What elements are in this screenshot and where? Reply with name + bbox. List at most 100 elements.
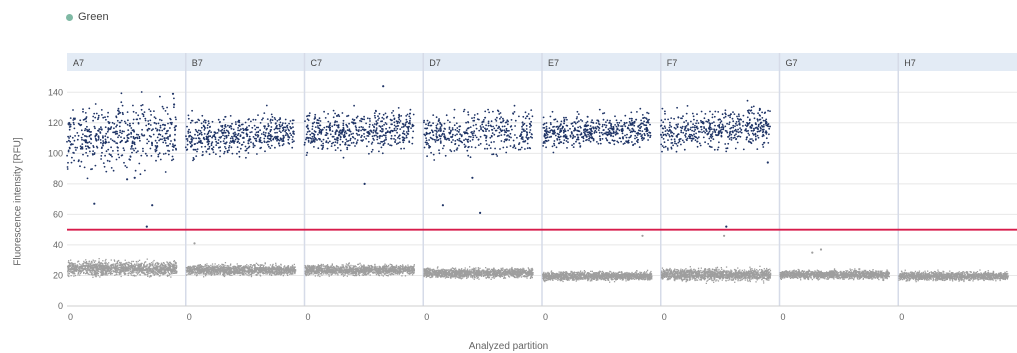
negative-partition-point [95, 271, 97, 274]
negative-partition-point [231, 274, 233, 276]
positive-partition-point [197, 137, 200, 139]
well-label: A7 [73, 58, 84, 68]
negative-partition-point [69, 264, 71, 266]
positive-partition-point [229, 142, 231, 144]
negative-partition-point [105, 272, 107, 274]
negative-partition-point [174, 262, 176, 264]
negative-partition-point [382, 275, 384, 277]
negative-partition-point [74, 268, 77, 270]
negative-partition-point [142, 267, 144, 269]
positive-partition-point [119, 131, 121, 134]
negative-partition-point [145, 266, 147, 268]
positive-partition-point [200, 131, 203, 134]
negative-partition-point [138, 271, 140, 273]
positive-partition-point [110, 138, 112, 140]
well-b7: B7 [184, 53, 297, 306]
negative-partition-point [144, 266, 147, 268]
positive-partition-point [262, 117, 264, 120]
negative-partition-point [156, 273, 158, 276]
negative-partition-point [102, 267, 104, 270]
negative-partition-point [119, 271, 121, 273]
negative-partition-point [81, 267, 83, 269]
negative-partition-point [404, 268, 407, 270]
negative-partition-point [102, 274, 104, 276]
negative-partition-point [116, 267, 118, 270]
positive-partition-point [191, 119, 194, 122]
negative-partition-point [161, 266, 163, 268]
positive-partition-point [104, 138, 107, 141]
positive-partition-point [186, 138, 189, 140]
positive-partition-point [95, 134, 98, 137]
negative-partition-point [114, 267, 116, 269]
positive-partition-point [223, 129, 226, 132]
negative-partition-point [125, 269, 128, 271]
negative-partition-point [132, 274, 134, 277]
legend-green-dot [66, 13, 73, 21]
negative-partition-point [224, 269, 227, 271]
negative-partition-point [142, 271, 144, 273]
negative-partition-point [413, 271, 415, 273]
negative-partition-point [148, 270, 151, 272]
positive-partition-point [70, 161, 73, 164]
positive-partition-point [248, 140, 250, 142]
negative-partition-point [173, 268, 175, 270]
negative-partition-point [143, 264, 145, 266]
negative-partition-point [249, 273, 252, 276]
positive-partition-point [292, 130, 295, 133]
negative-partition-point [280, 274, 282, 276]
negative-partition-point [259, 266, 261, 269]
negative-partition-point [383, 271, 385, 274]
negative-partition-point [136, 264, 138, 266]
negative-partition-point [279, 266, 282, 269]
negative-partition-point [167, 267, 170, 269]
negative-partition-point [128, 262, 130, 264]
positive-partition-point [156, 128, 159, 131]
negative-partition-point [88, 261, 90, 263]
negative-partition-point [124, 273, 127, 275]
negative-partition-point [188, 269, 191, 271]
positive-partition-point [107, 111, 109, 114]
negative-partition-point [91, 266, 93, 268]
well-label: C7 [311, 58, 323, 68]
negative-partition-point [153, 270, 155, 272]
negative-partition-point [120, 272, 122, 274]
positive-partition-point [266, 118, 269, 120]
negative-partition-point [97, 274, 99, 277]
positive-partition-point [213, 134, 215, 137]
positive-partition-point [97, 129, 99, 132]
positive-partition-point [255, 134, 257, 137]
positive-partition-point [88, 128, 91, 131]
negative-partition-point [73, 268, 75, 270]
positive-partition-point [206, 141, 209, 143]
positive-partition-point [202, 136, 205, 139]
negative-partition-point [168, 265, 170, 268]
positive-partition-point [170, 140, 172, 142]
positive-partition-point [201, 114, 204, 117]
negative-partition-point [175, 262, 177, 264]
negative-partition-point [73, 267, 75, 269]
negative-partition-point [287, 274, 289, 276]
negative-partition-point [399, 265, 402, 267]
negative-partition-point [70, 259, 72, 261]
positive-partition-point [76, 138, 79, 141]
positive-partition-point [219, 150, 222, 152]
positive-partition-point [73, 127, 76, 130]
positive-partition-point [90, 142, 92, 145]
negative-partition-point [94, 260, 97, 262]
positive-partition-point [208, 126, 211, 128]
negative-partition-point [148, 267, 150, 270]
negative-partition-point [251, 265, 254, 267]
positive-partition-point [148, 135, 151, 137]
positive-partition-point [269, 138, 272, 141]
negative-partition-point [101, 268, 104, 270]
positive-partition-point [276, 138, 279, 141]
negative-partition-point [103, 273, 105, 275]
legend[interactable]: Green [66, 11, 109, 23]
negative-partition-point [194, 273, 196, 276]
negative-partition-point [274, 266, 276, 269]
negative-partition-point [93, 267, 95, 269]
positive-partition-point [95, 145, 98, 148]
negative-partition-point [193, 269, 195, 271]
negative-partition-point [111, 266, 113, 268]
positive-partition-point [116, 142, 119, 145]
